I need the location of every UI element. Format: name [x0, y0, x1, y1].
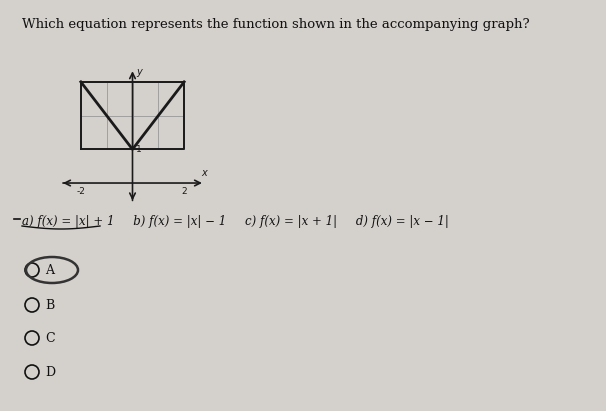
- Text: B: B: [45, 298, 55, 312]
- Text: y: y: [136, 67, 142, 77]
- Text: a) f(x) = |x| + 1     b) f(x) = |x| − 1     c) f(x) = |x + 1|     d) f(x) = |x −: a) f(x) = |x| + 1 b) f(x) = |x| − 1 c) f…: [22, 215, 449, 228]
- Text: Which equation represents the function shown in the accompanying graph?: Which equation represents the function s…: [22, 18, 530, 31]
- Text: -2: -2: [76, 187, 85, 196]
- Text: A: A: [45, 263, 54, 277]
- Text: C: C: [45, 332, 55, 344]
- Text: 1: 1: [136, 145, 142, 154]
- Text: 2: 2: [181, 187, 187, 196]
- Text: x: x: [202, 168, 207, 178]
- Text: D: D: [45, 365, 55, 379]
